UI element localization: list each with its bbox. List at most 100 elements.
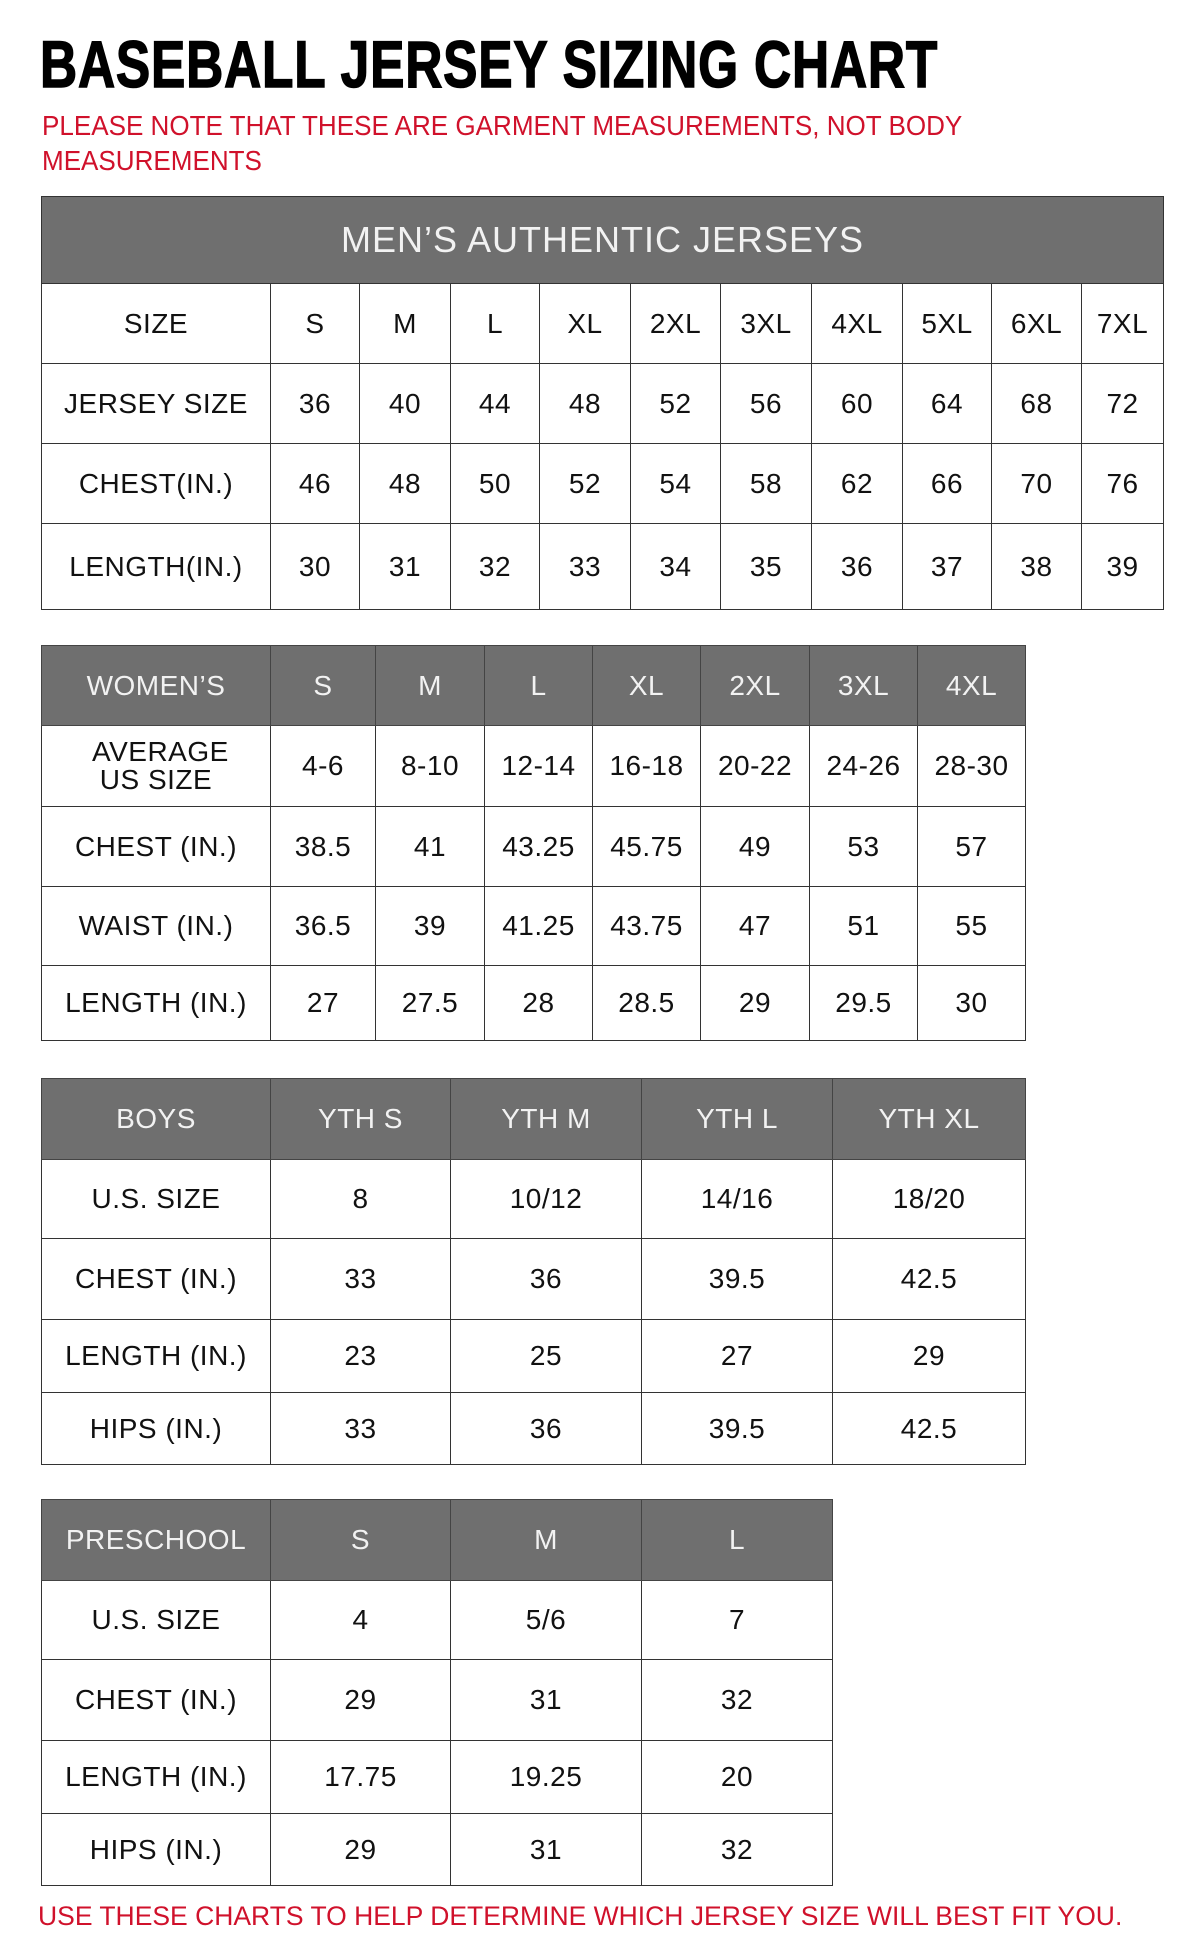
table-cell: 30 bbox=[917, 965, 1026, 1041]
table-cell: 14/16 bbox=[641, 1159, 833, 1239]
table-cell: 62 bbox=[811, 443, 903, 524]
table-banner-row: MEN’S AUTHENTIC JERSEYS bbox=[40, 196, 1165, 284]
column-header: 4XL bbox=[917, 645, 1026, 726]
table-cell: 5/6 bbox=[450, 1580, 642, 1660]
table-cell: 76 bbox=[1080, 443, 1165, 524]
column-header: YTH M bbox=[450, 1078, 642, 1160]
boys-size-table: BOYS YTH S YTH M YTH L YTH XL U.S. SIZE 8 10/12… bbox=[41, 1078, 1026, 1465]
column-header: S bbox=[270, 1499, 451, 1581]
table-cell: 27 bbox=[641, 1319, 833, 1393]
table-cell: 39 bbox=[1080, 523, 1165, 610]
table-cell: 8-10 bbox=[375, 725, 485, 807]
table-cell: 52 bbox=[630, 363, 721, 444]
table-cell: 32 bbox=[641, 1659, 833, 1741]
womens-size-table: WOMEN’S S M L XL 2XL 3XL 4XL AVERAGE US SIZE 4-6 8… bbox=[41, 645, 1026, 1041]
table-cell: 42.5 bbox=[832, 1238, 1026, 1320]
table-cell: 38.5 bbox=[270, 806, 376, 887]
table-cell: 12-14 bbox=[484, 725, 593, 807]
column-header: 2XL bbox=[630, 283, 721, 364]
row-label: JERSEY SIZE bbox=[41, 363, 271, 444]
table-cell: 43.25 bbox=[484, 806, 593, 887]
column-header: 6XL bbox=[991, 283, 1082, 364]
table-cell: 18/20 bbox=[832, 1159, 1026, 1239]
table-cell: 43.75 bbox=[592, 886, 701, 966]
table-cell: 54 bbox=[630, 443, 721, 524]
table-cell: 48 bbox=[359, 443, 451, 524]
table-row: WAIST (IN.) 36.5 39 41.25 43.75 47 51 55 bbox=[41, 886, 1026, 966]
table-cell: 36 bbox=[811, 523, 903, 610]
table-cell: 60 bbox=[811, 363, 903, 444]
table-cell: 39.5 bbox=[641, 1392, 833, 1465]
row-label: AVERAGE US SIZE bbox=[41, 725, 271, 807]
table-cell: 44 bbox=[450, 363, 540, 444]
table-cell: 32 bbox=[641, 1813, 833, 1886]
table-cell: 20 bbox=[641, 1740, 833, 1814]
table-cell: 19.25 bbox=[450, 1740, 642, 1814]
table-row: CHEST (IN.) 29 31 32 bbox=[41, 1659, 833, 1741]
table-row: U.S. SIZE 8 10/12 14/16 18/20 bbox=[41, 1159, 1026, 1239]
row-label: CHEST (IN.) bbox=[41, 1659, 271, 1741]
column-header: 7XL bbox=[1080, 283, 1165, 364]
table-cell: 25 bbox=[450, 1319, 642, 1393]
preschool-size-table: PRESCHOOL S M L U.S. SIZE 4 5/6 7 CHEST (IN.) 29 3… bbox=[41, 1499, 833, 1886]
table-cell: 28-30 bbox=[917, 725, 1026, 807]
table-cell: 52 bbox=[539, 443, 631, 524]
table-cell: 36 bbox=[450, 1238, 642, 1320]
table-cell: 50 bbox=[450, 443, 540, 524]
table-cell: 27.5 bbox=[375, 965, 485, 1041]
column-header: S bbox=[270, 645, 376, 726]
table-cell: 51 bbox=[809, 886, 918, 966]
table-row: LENGTH(IN.) 30 31 32 33 34 35 36 37 38 39 bbox=[41, 523, 1165, 610]
column-header: XL bbox=[539, 283, 631, 364]
table-cell: 46 bbox=[270, 443, 360, 524]
table-header-row: BOYS YTH S YTH M YTH L YTH XL bbox=[41, 1078, 1026, 1160]
column-header: L bbox=[484, 645, 593, 726]
column-header: M bbox=[375, 645, 485, 726]
table-cell: 37 bbox=[902, 523, 992, 610]
table-row: CHEST(IN.) 46 48 50 52 54 58 62 66 70 76 bbox=[41, 443, 1165, 524]
table-cell: 36.5 bbox=[270, 886, 376, 966]
table-cell: 31 bbox=[359, 523, 451, 610]
table-cell: 34 bbox=[630, 523, 721, 610]
column-header: 4XL bbox=[811, 283, 903, 364]
column-header: 3XL bbox=[720, 283, 812, 364]
table-cell: 29 bbox=[270, 1813, 451, 1886]
column-header: 5XL bbox=[902, 283, 992, 364]
column-header: L bbox=[450, 283, 540, 364]
table-cell: 56 bbox=[720, 363, 812, 444]
table-row: LENGTH (IN.) 27 27.5 28 28.5 29 29.5 30 bbox=[41, 965, 1026, 1041]
table-cell: 29 bbox=[832, 1319, 1026, 1393]
table-title: MEN’S AUTHENTIC JERSEYS bbox=[40, 196, 1165, 284]
table-row: JERSEY SIZE 36 40 44 48 52 56 60 64 68 72 bbox=[41, 363, 1165, 444]
table-cell: 4-6 bbox=[270, 725, 376, 807]
table-cell: 8 bbox=[270, 1159, 451, 1239]
table-cell: 38 bbox=[991, 523, 1082, 610]
column-header: YTH L bbox=[641, 1078, 833, 1160]
row-label: WAIST (IN.) bbox=[41, 886, 271, 966]
table-row: HIPS (IN.) 33 36 39.5 42.5 bbox=[41, 1392, 1026, 1465]
row-label: CHEST (IN.) bbox=[41, 806, 271, 887]
row-label: LENGTH(IN.) bbox=[41, 523, 271, 610]
table-cell: 55 bbox=[917, 886, 1026, 966]
footer-note: USE THESE CHARTS TO HELP DETERMINE WHICH… bbox=[38, 1901, 1123, 1931]
table-cell: 47 bbox=[700, 886, 810, 966]
table-cell: 31 bbox=[450, 1659, 642, 1741]
garment-note: PLEASE NOTE THAT THESE ARE GARMENT MEASU… bbox=[42, 110, 962, 176]
row-label: CHEST (IN.) bbox=[41, 1238, 271, 1320]
table-row: HIPS (IN.) 29 31 32 bbox=[41, 1813, 833, 1886]
table-cell: 29 bbox=[270, 1659, 451, 1741]
mens-size-table: MEN’S AUTHENTIC JERSEYS SIZE S M L XL 2XL 3XL 4X… bbox=[40, 196, 1165, 610]
column-header: S bbox=[270, 283, 360, 364]
table-row: LENGTH (IN.) 17.75 19.25 20 bbox=[41, 1740, 833, 1814]
row-label: U.S. SIZE bbox=[41, 1159, 271, 1239]
table-cell: 29 bbox=[700, 965, 810, 1041]
table-cell: 39 bbox=[375, 886, 485, 966]
table-cell: 57 bbox=[917, 806, 1026, 887]
table-cell: 29.5 bbox=[809, 965, 918, 1041]
table-header-label: SIZE bbox=[41, 283, 271, 364]
column-header: YTH S bbox=[270, 1078, 451, 1160]
table-cell: 39.5 bbox=[641, 1238, 833, 1320]
column-header: 3XL bbox=[809, 645, 918, 726]
table-row: LENGTH (IN.) 23 25 27 29 bbox=[41, 1319, 1026, 1393]
row-label: U.S. SIZE bbox=[41, 1580, 271, 1660]
